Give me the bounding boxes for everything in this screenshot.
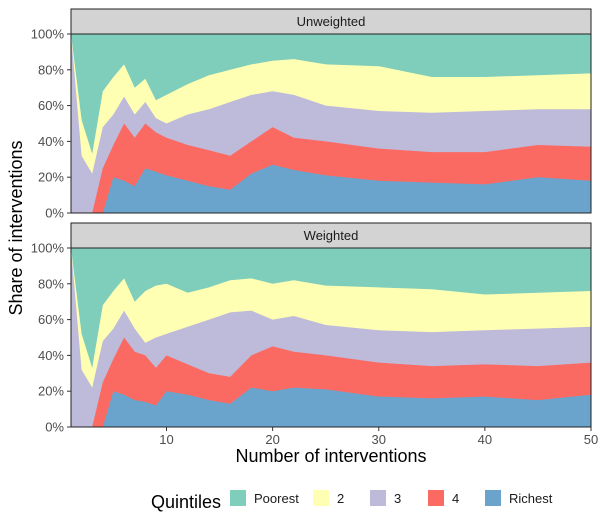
y-tick-label: 100% [31, 241, 65, 256]
y-tick-label: 100% [31, 27, 65, 42]
legend-key [313, 490, 329, 506]
panel-title: Weighted [304, 228, 359, 243]
panel-unweighted: Unweighted 0% 20% 40% 60% 80% 100% [31, 8, 592, 221]
legend-label: Poorest [254, 491, 299, 506]
y-tick-label: 80% [38, 276, 64, 291]
x-axis: 10 20 30 40 50 [159, 427, 598, 447]
y-axis: 0% 20% 40% 60% 80% 100% [31, 241, 71, 435]
x-tick-label: 20 [265, 432, 279, 447]
x-tick-label: 50 [584, 432, 598, 447]
y-tick-label: 60% [38, 98, 64, 113]
y-tick-label: 0% [45, 206, 64, 221]
legend-title: Quintiles [151, 492, 221, 512]
y-axis-title: Share of interventions [6, 140, 26, 315]
x-tick-label: 40 [478, 432, 492, 447]
legend-label: Richest [509, 491, 553, 506]
x-tick-label: 10 [159, 432, 173, 447]
y-axis: 0% 20% 40% 60% 80% 100% [31, 27, 71, 221]
y-tick-label: 60% [38, 312, 64, 327]
legend-label: 3 [394, 491, 401, 506]
y-tick-label: 20% [38, 384, 64, 399]
panel-border [70, 33, 592, 214]
legend-label: 2 [337, 491, 344, 506]
legend-key [485, 490, 501, 506]
legend: Quintiles Poorest 2 3 4 Richest [151, 490, 553, 512]
y-tick-label: 80% [38, 62, 64, 77]
panel-strip [70, 222, 592, 249]
legend-key [428, 490, 444, 506]
area-layers [71, 248, 591, 427]
legend-label: 4 [452, 491, 459, 506]
panel-strip [70, 8, 592, 35]
x-tick-label: 30 [372, 432, 386, 447]
y-tick-label: 40% [38, 348, 64, 363]
y-tick-label: 0% [45, 420, 64, 435]
panel-border [70, 247, 592, 428]
panel-weighted: Weighted 0% 20% 40% 60% 80% 100% [31, 222, 592, 435]
x-axis-title: Number of interventions [235, 446, 426, 466]
area-richest [71, 164, 591, 213]
legend-key [230, 490, 246, 506]
legend-key [370, 490, 386, 506]
area-layers [71, 34, 591, 213]
panel-title: Unweighted [297, 14, 366, 29]
y-tick-label: 40% [38, 134, 64, 149]
y-tick-label: 20% [38, 170, 64, 185]
area-richest [71, 387, 591, 427]
